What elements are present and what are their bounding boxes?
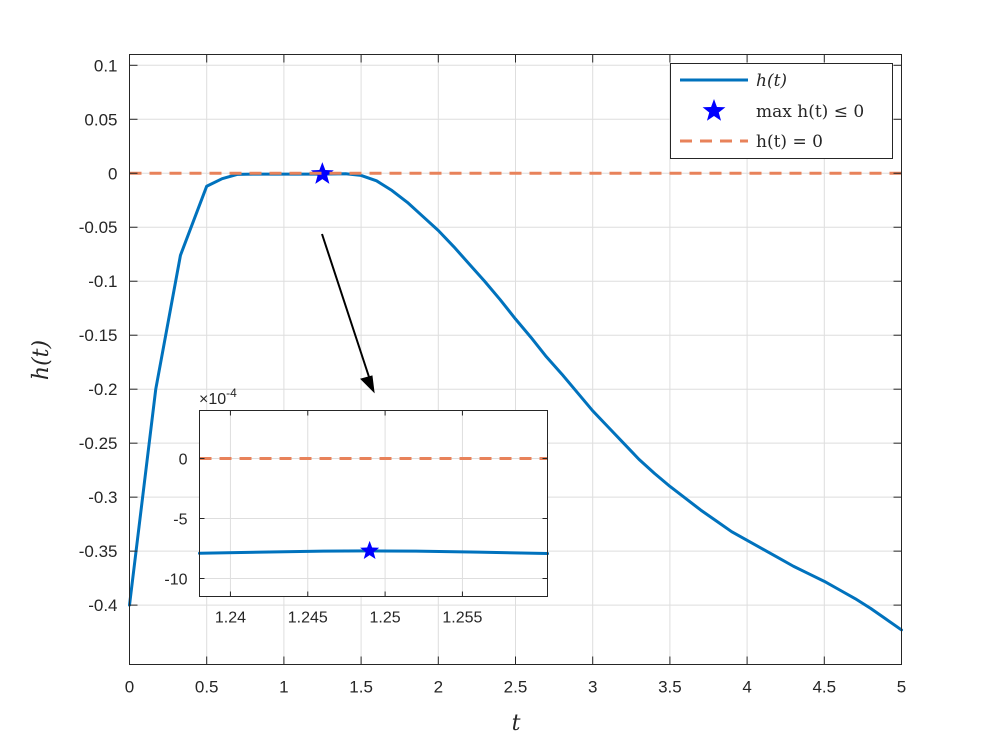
y-tick-label: 0 (179, 452, 188, 469)
x-tick-label: 1.24 (215, 610, 246, 627)
x-tick-label: 1 (279, 678, 288, 697)
y-tick-label: -0.1 (88, 272, 117, 291)
main-series (128, 162, 903, 632)
arrow-shaft (321, 233, 371, 381)
x-tick-label: 2 (434, 678, 443, 697)
x-tick-label: 4 (742, 678, 751, 697)
y-tick-label: -0.3 (88, 488, 117, 507)
x-tick-label: 1.5 (349, 678, 373, 697)
x-tick-label: 0.5 (195, 678, 219, 697)
inset-axes: 1.24 1.245 1.25 1.255 0 -5 -10 ×10-4 (164, 386, 549, 627)
y-tick-label: -10 (164, 572, 187, 589)
inset-tick-marks (199, 410, 548, 597)
y-tick-label: 0.1 (94, 56, 118, 75)
y-tick-label: -0.2 (88, 380, 117, 399)
inset-y-tick-labels: 0 -5 -10 (164, 452, 187, 589)
x-tick-label: 5 (897, 678, 906, 697)
inset-series (198, 457, 549, 559)
h-curve (128, 172, 903, 632)
legend-label-h: h(t) (756, 71, 787, 91)
main-tick-marks (129, 54, 902, 665)
max-point-star (310, 162, 334, 184)
y-tick-label: 0 (108, 164, 117, 183)
x-tick-label: 2.5 (504, 678, 528, 697)
inset-exponent-base: ×10 (199, 391, 226, 408)
x-tick-label: 3 (588, 678, 597, 697)
x-tick-label: 1.25 (370, 610, 401, 627)
inset-x-tick-labels: 1.24 1.245 1.25 1.255 (215, 610, 483, 627)
y-tick-label: -0.4 (88, 596, 117, 615)
legend-label-max: max h(t) ≤ 0 (756, 102, 864, 122)
legend-label-zero: h(t) = 0 (756, 132, 823, 152)
y-axis-label: h(t) (29, 340, 54, 380)
x-tick-label: 4.5 (812, 678, 836, 697)
x-tick-label: 3.5 (658, 678, 682, 697)
inset-plot-area (199, 410, 548, 597)
main-x-tick-labels: 0 0.5 1 1.5 2 2.5 3 3.5 4 4.5 5 (125, 678, 906, 697)
y-tick-label: -5 (173, 512, 187, 529)
y-tick-label: -0.35 (79, 542, 118, 561)
x-tick-label: 1.245 (288, 610, 328, 627)
x-tick-label: 1.255 (442, 610, 482, 627)
inset-exponent-power: -4 (226, 386, 237, 400)
legend-star-icon (702, 99, 726, 121)
arrow-head (360, 375, 375, 394)
inset-exponent-label: ×10-4 (199, 386, 237, 408)
x-tick-label: 0 (125, 678, 134, 697)
max-point-star (360, 540, 380, 559)
y-tick-label: 0.05 (84, 110, 117, 129)
main-y-tick-labels: 0.1 0.05 0 -0.05 -0.1 -0.15 -0.2 -0.25 -0.3 -0.35… (79, 56, 118, 615)
legend: h(t) max h(t) ≤ 0 h(t) = 0 (670, 63, 893, 159)
y-tick-label: -0.15 (79, 326, 118, 345)
y-tick-label: -0.25 (79, 434, 118, 453)
x-axis-label: t (512, 711, 521, 736)
inset-axes-box (199, 410, 548, 597)
y-tick-label: -0.05 (79, 218, 118, 237)
zoom-arrow (321, 233, 375, 394)
